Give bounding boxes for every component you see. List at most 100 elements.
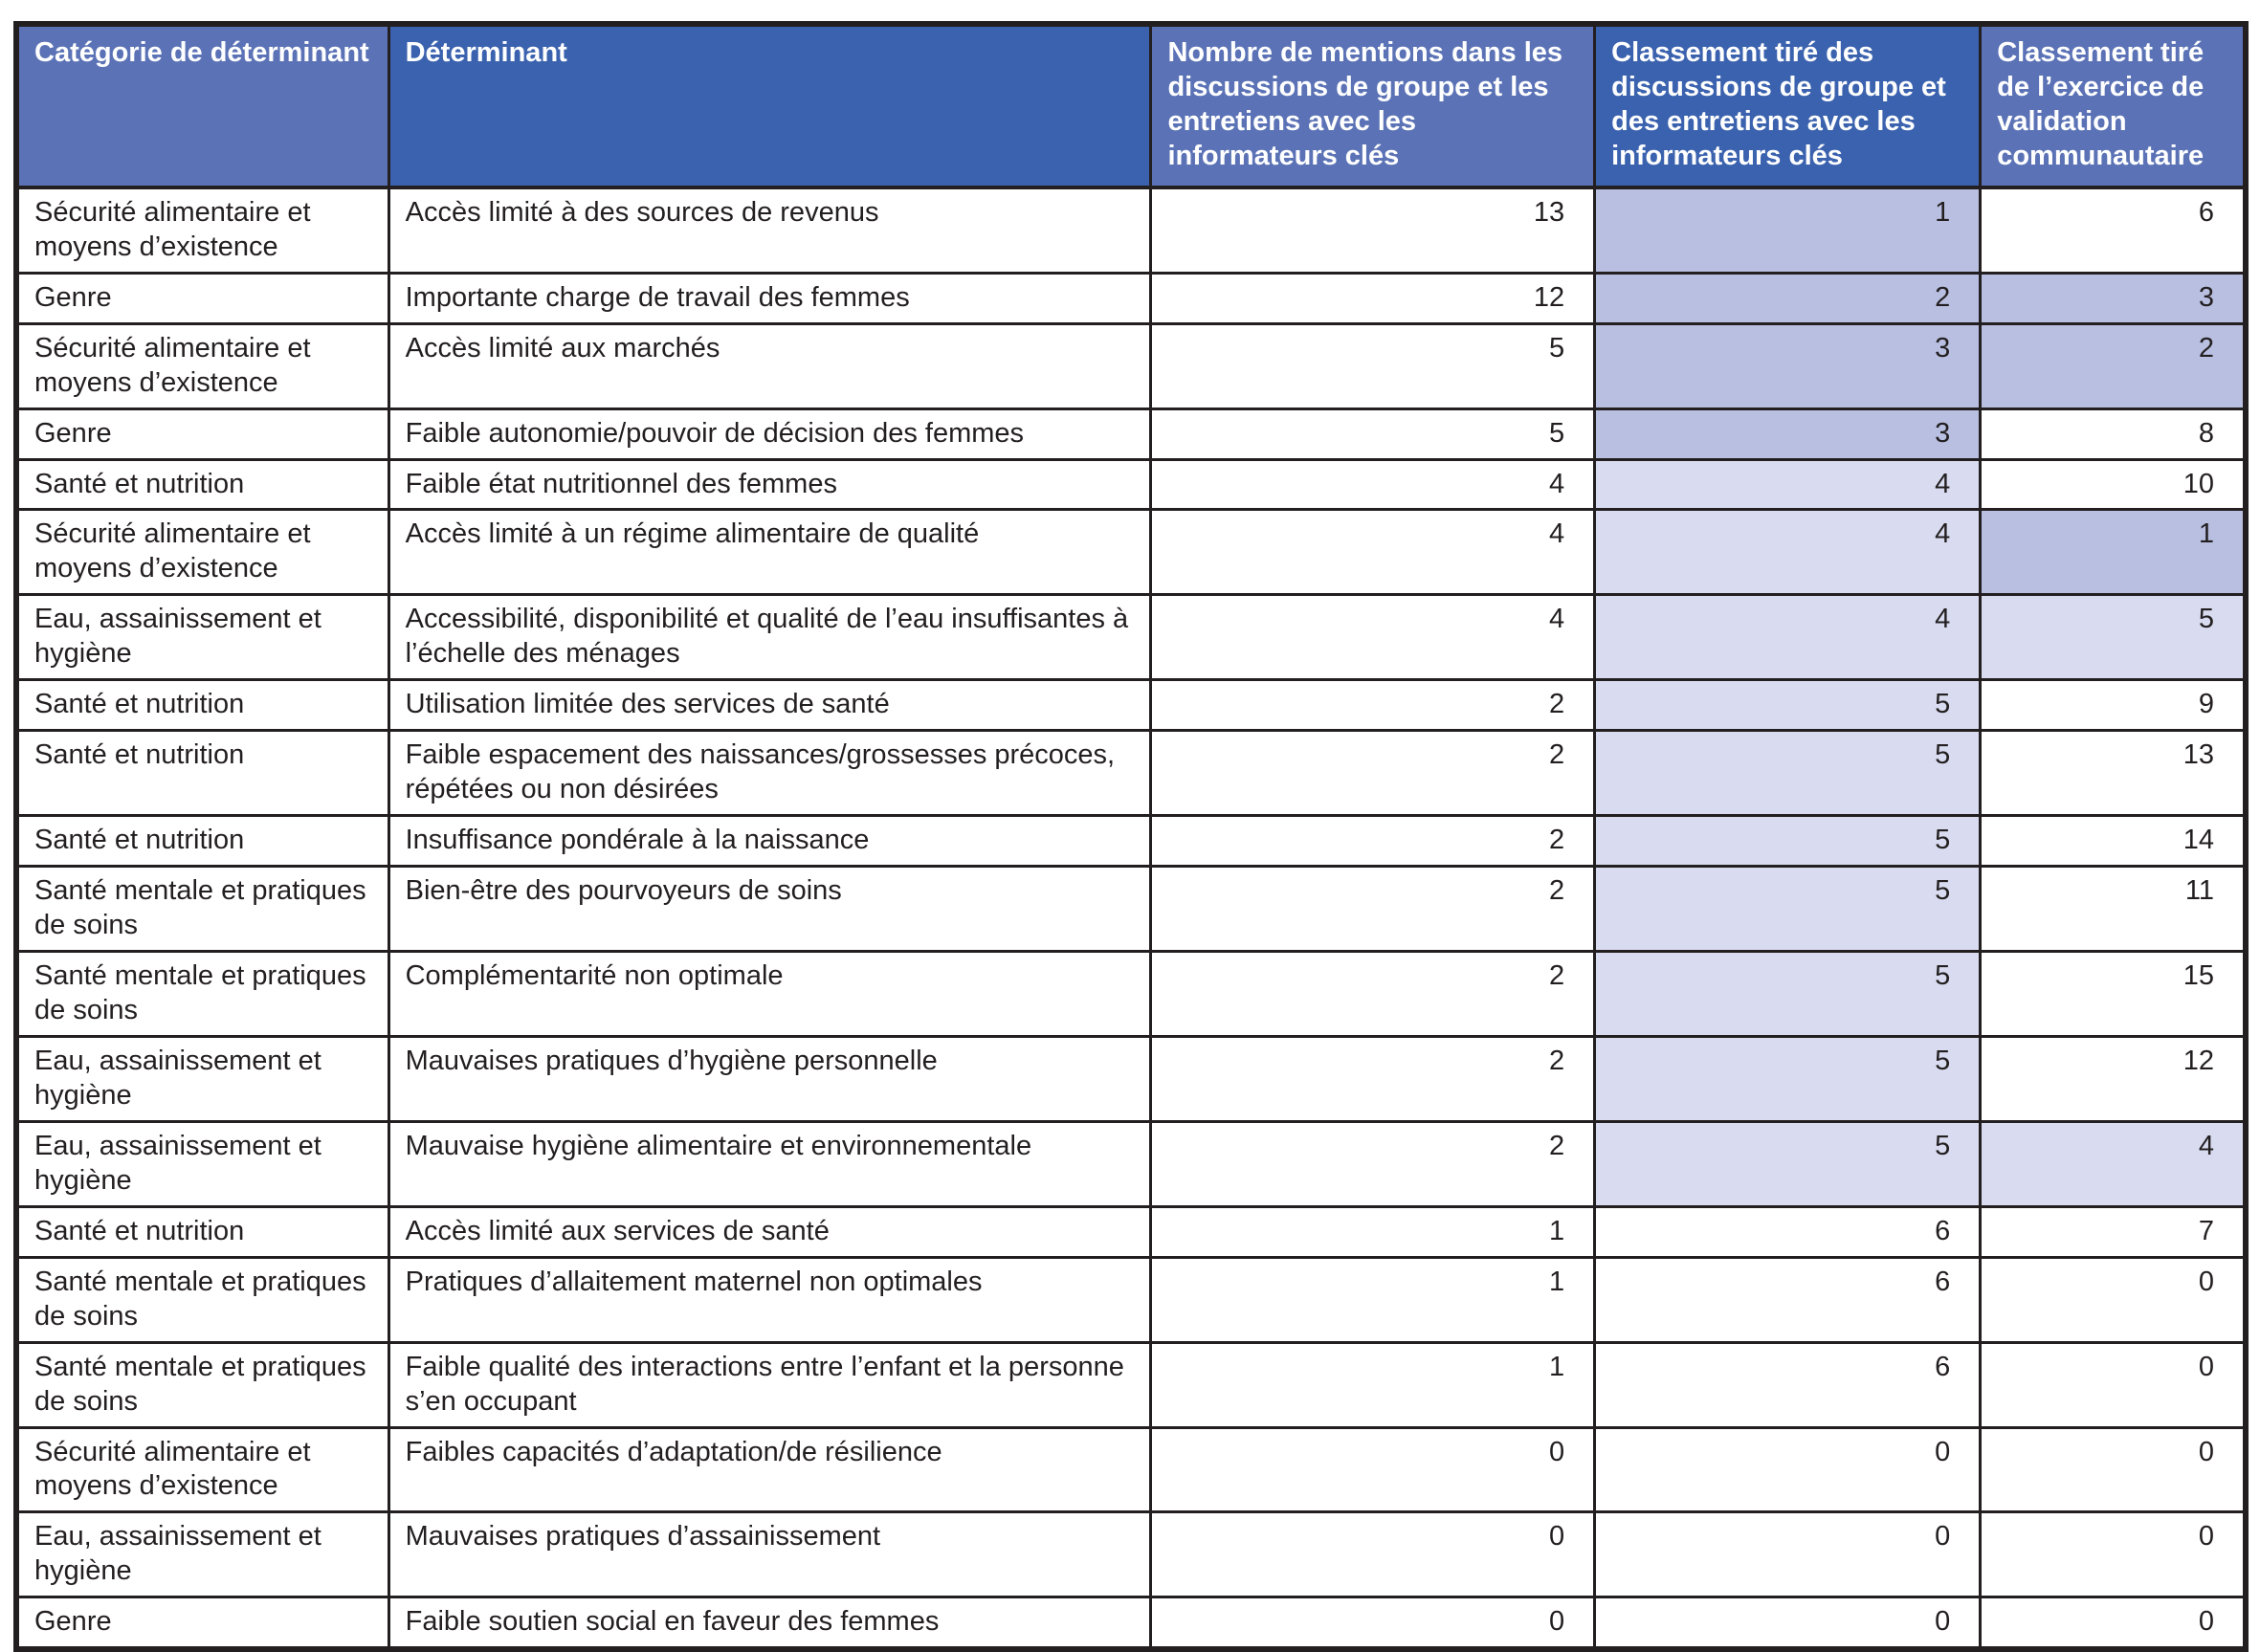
rank-validation-cell: 0 — [1979, 1340, 2248, 1429]
rank-validation-cell: 10 — [1979, 457, 2248, 512]
mentions-cell: 13 — [1149, 186, 1597, 275]
determinant-cell: Complémentarité non optimale — [387, 950, 1153, 1038]
table-row: Santé et nutrition Faible espacement des … — [14, 729, 2248, 818]
mentions-cell: 2 — [1149, 729, 1597, 818]
table-row: Santé et nutrition Insuffisance pondérale… — [14, 814, 2248, 869]
category-cell: Eau, assainissement et hygiène — [14, 1119, 390, 1208]
category-cell: Sécurité alimentaire et moyens d’existen… — [14, 508, 390, 597]
mentions-cell: 1 — [1149, 1204, 1597, 1259]
table-row: Eau, assainissement et hygiène Mauvaises … — [14, 1034, 2248, 1123]
mentions-cell: 1 — [1149, 1255, 1597, 1344]
determinant-cell: Mauvaise hygiène alimentaire et environn… — [387, 1119, 1153, 1208]
category-cell: Santé et nutrition — [14, 814, 390, 869]
table-row: Santé mentale et pratiques de soins Compl… — [14, 950, 2248, 1038]
category-cell: Eau, assainissement et hygiène — [14, 1034, 390, 1123]
category-cell: Genre — [14, 407, 390, 461]
rank-group-cell: 5 — [1593, 865, 1983, 954]
mentions-cell: 2 — [1149, 950, 1597, 1038]
category-cell: Santé et nutrition — [14, 457, 390, 512]
rank-group-cell: 1 — [1593, 186, 1983, 275]
table-header-row: Catégorie de déterminant Déterminant Nombr… — [14, 22, 2248, 189]
rank-validation-cell: 0 — [1979, 1596, 2248, 1651]
determinant-cell: Faible espacement des naissances/grosses… — [387, 729, 1153, 818]
table-row: Santé mentale et pratiques de soins Bien-… — [14, 865, 2248, 954]
determinant-cell: Accessibilité, disponibilité et qualité … — [387, 593, 1153, 682]
rank-group-cell: 2 — [1593, 271, 1983, 325]
category-cell: Santé et nutrition — [14, 1204, 390, 1259]
rank-group-cell: 4 — [1593, 508, 1983, 597]
rank-validation-cell: 12 — [1979, 1034, 2248, 1123]
mentions-cell: 5 — [1149, 321, 1597, 410]
rank-validation-cell: 1 — [1979, 508, 2248, 597]
table-row: Eau, assainissement et hygiène Accessibil… — [14, 593, 2248, 682]
rank-group-cell: 0 — [1593, 1510, 1983, 1599]
mentions-cell: 4 — [1149, 508, 1597, 597]
table-row: Santé et nutrition Accès limité aux servi… — [14, 1204, 2248, 1259]
determinant-cell: Faible qualité des interactions entre l’… — [387, 1340, 1153, 1429]
rank-validation-cell: 8 — [1979, 407, 2248, 461]
rank-group-cell: 0 — [1593, 1425, 1983, 1514]
table-row: Santé mentale et pratiques de soins Prati… — [14, 1255, 2248, 1344]
category-cell: Sécurité alimentaire et moyens d’existen… — [14, 1425, 390, 1514]
rank-validation-cell: 2 — [1979, 321, 2248, 410]
column-header-determinant: Déterminant — [387, 22, 1153, 189]
rank-validation-cell: 6 — [1979, 186, 2248, 275]
determinant-cell: Pratiques d’allaitement maternel non opt… — [387, 1255, 1153, 1344]
rank-group-cell: 4 — [1593, 593, 1983, 682]
rank-validation-cell: 5 — [1979, 593, 2248, 682]
mentions-cell: 2 — [1149, 814, 1597, 869]
category-cell: Genre — [14, 1596, 390, 1651]
rank-group-cell: 5 — [1593, 814, 1983, 869]
table-header: Catégorie de déterminant Déterminant Nombr… — [14, 22, 2248, 189]
rank-group-cell: 3 — [1593, 407, 1983, 461]
determinant-cell: Faible soutien social en faveur des femm… — [387, 1596, 1153, 1651]
mentions-cell: 0 — [1149, 1425, 1597, 1514]
mentions-cell: 2 — [1149, 865, 1597, 954]
determinant-cell: Importante charge de travail des femmes — [387, 271, 1153, 325]
rank-validation-cell: 7 — [1979, 1204, 2248, 1259]
mentions-cell: 4 — [1149, 593, 1597, 682]
rank-group-cell: 4 — [1593, 457, 1983, 512]
rank-validation-cell: 0 — [1979, 1425, 2248, 1514]
mentions-cell: 12 — [1149, 271, 1597, 325]
category-cell: Eau, assainissement et hygiène — [14, 1510, 390, 1599]
rank-validation-cell: 4 — [1979, 1119, 2248, 1208]
category-cell: Genre — [14, 271, 390, 325]
determinant-cell: Faibles capacités d’adaptation/de résili… — [387, 1425, 1153, 1514]
determinant-cell: Mauvaises pratiques d’hygiène personnell… — [387, 1034, 1153, 1123]
determinant-cell: Accès limité à des sources de revenus — [387, 186, 1153, 275]
rank-validation-cell: 0 — [1979, 1510, 2248, 1599]
table-row: Genre Faible autonomie/pouvoir de décisio… — [14, 407, 2248, 461]
rank-group-cell: 5 — [1593, 950, 1983, 1038]
determinant-cell: Faible état nutritionnel des femmes — [387, 457, 1153, 512]
category-cell: Santé mentale et pratiques de soins — [14, 865, 390, 954]
determinants-table: Catégorie de déterminant Déterminant Nombr… — [13, 21, 2249, 1652]
mentions-cell: 4 — [1149, 457, 1597, 512]
mentions-cell: 0 — [1149, 1596, 1597, 1651]
mentions-cell: 2 — [1149, 1034, 1597, 1123]
rank-group-cell: 5 — [1593, 1034, 1983, 1123]
column-header-category: Catégorie de déterminant — [14, 22, 390, 189]
mentions-cell: 2 — [1149, 678, 1597, 733]
mentions-cell: 1 — [1149, 1340, 1597, 1429]
rank-validation-cell: 15 — [1979, 950, 2248, 1038]
table-row: Sécurité alimentaire et moyens d’existen… — [14, 321, 2248, 410]
rank-validation-cell: 0 — [1979, 1255, 2248, 1344]
rank-group-cell: 6 — [1593, 1204, 1983, 1259]
rank-group-cell: 5 — [1593, 1119, 1983, 1208]
rank-group-cell: 5 — [1593, 729, 1983, 818]
rank-group-cell: 6 — [1593, 1340, 1983, 1429]
table-row: Sécurité alimentaire et moyens d’existen… — [14, 186, 2248, 275]
mentions-cell: 5 — [1149, 407, 1597, 461]
column-header-rank-group: Classement tiré des discussions de group… — [1593, 22, 1983, 189]
determinant-cell: Accès limité à un régime alimentaire de … — [387, 508, 1153, 597]
table-row: Genre Faible soutien social en faveur des… — [14, 1596, 2248, 1651]
table-row: Santé et nutrition Faible état nutritionn… — [14, 457, 2248, 512]
column-header-rank-validation: Classement tiré de l’exercice de validat… — [1979, 22, 2248, 189]
rank-validation-cell: 3 — [1979, 271, 2248, 325]
rank-validation-cell: 13 — [1979, 729, 2248, 818]
determinant-cell: Utilisation limitée des services de sant… — [387, 678, 1153, 733]
determinant-cell: Accès limité aux marchés — [387, 321, 1153, 410]
table-row: Eau, assainissement et hygiène Mauvaises … — [14, 1510, 2248, 1599]
